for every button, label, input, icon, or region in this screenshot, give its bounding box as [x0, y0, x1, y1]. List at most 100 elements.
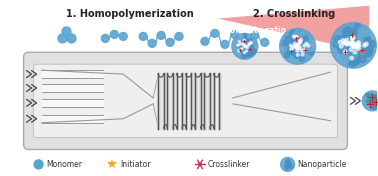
Circle shape: [348, 50, 356, 57]
Circle shape: [249, 52, 253, 56]
Circle shape: [308, 49, 314, 55]
Circle shape: [287, 166, 290, 169]
Circle shape: [357, 33, 364, 40]
Circle shape: [351, 57, 358, 64]
Circle shape: [285, 47, 291, 53]
Circle shape: [243, 44, 247, 48]
Circle shape: [285, 165, 287, 167]
Circle shape: [362, 40, 370, 47]
Circle shape: [349, 30, 356, 37]
Circle shape: [286, 163, 288, 165]
Circle shape: [293, 42, 296, 45]
Circle shape: [302, 36, 308, 42]
Circle shape: [261, 38, 269, 46]
Circle shape: [300, 49, 305, 55]
Circle shape: [297, 31, 303, 37]
Circle shape: [354, 36, 361, 43]
Circle shape: [240, 42, 244, 46]
Circle shape: [293, 35, 295, 38]
Circle shape: [285, 161, 288, 163]
Circle shape: [349, 48, 353, 51]
Circle shape: [372, 100, 376, 104]
Circle shape: [294, 43, 300, 49]
Circle shape: [351, 45, 358, 52]
Circle shape: [248, 53, 252, 57]
Circle shape: [246, 47, 251, 51]
Circle shape: [352, 36, 355, 39]
Circle shape: [356, 42, 359, 45]
Circle shape: [294, 36, 297, 39]
Circle shape: [338, 46, 345, 53]
Circle shape: [244, 46, 248, 50]
Circle shape: [249, 43, 254, 47]
Circle shape: [298, 46, 301, 49]
Circle shape: [350, 42, 357, 49]
Circle shape: [295, 44, 301, 49]
Circle shape: [296, 49, 299, 52]
Circle shape: [148, 39, 156, 47]
Circle shape: [369, 94, 372, 97]
Circle shape: [353, 55, 361, 62]
Circle shape: [232, 33, 258, 59]
Circle shape: [290, 30, 296, 36]
Circle shape: [344, 33, 351, 40]
Circle shape: [335, 36, 342, 43]
Circle shape: [300, 48, 305, 53]
Circle shape: [243, 44, 247, 48]
Circle shape: [304, 44, 310, 50]
Circle shape: [351, 42, 358, 50]
Circle shape: [339, 45, 343, 48]
Circle shape: [352, 44, 356, 48]
Circle shape: [201, 37, 209, 45]
Circle shape: [242, 44, 246, 48]
Circle shape: [339, 36, 346, 43]
Circle shape: [370, 105, 374, 109]
Circle shape: [248, 43, 250, 45]
Circle shape: [347, 37, 354, 45]
Circle shape: [375, 100, 378, 103]
Circle shape: [299, 32, 305, 38]
Circle shape: [349, 33, 356, 40]
Circle shape: [305, 42, 308, 45]
Circle shape: [280, 29, 316, 64]
Circle shape: [237, 39, 241, 43]
Circle shape: [241, 39, 245, 43]
Circle shape: [290, 41, 296, 46]
Circle shape: [297, 35, 303, 41]
Text: 1. Homopolymerization: 1. Homopolymerization: [67, 9, 194, 19]
Circle shape: [285, 40, 291, 46]
Circle shape: [347, 49, 354, 56]
Circle shape: [245, 50, 248, 52]
Circle shape: [362, 37, 370, 45]
Circle shape: [348, 47, 355, 54]
Circle shape: [344, 27, 352, 34]
Circle shape: [101, 34, 109, 42]
Circle shape: [301, 53, 304, 56]
Circle shape: [295, 45, 298, 48]
Circle shape: [345, 44, 352, 52]
Circle shape: [242, 46, 246, 50]
Circle shape: [250, 51, 254, 55]
Circle shape: [366, 99, 370, 103]
Circle shape: [344, 50, 347, 53]
Circle shape: [353, 45, 357, 48]
Circle shape: [351, 43, 358, 51]
Circle shape: [291, 40, 297, 46]
Circle shape: [299, 46, 305, 52]
Circle shape: [356, 36, 363, 43]
Circle shape: [351, 43, 355, 47]
Circle shape: [242, 54, 246, 58]
Circle shape: [242, 45, 246, 49]
Circle shape: [370, 100, 373, 104]
Circle shape: [249, 41, 254, 45]
Circle shape: [298, 46, 301, 49]
Circle shape: [363, 35, 370, 43]
Circle shape: [296, 40, 302, 45]
Circle shape: [285, 47, 291, 52]
Circle shape: [337, 37, 344, 45]
Circle shape: [304, 38, 310, 44]
Circle shape: [349, 49, 356, 57]
Circle shape: [294, 34, 300, 40]
Circle shape: [237, 44, 239, 46]
Circle shape: [298, 45, 304, 50]
